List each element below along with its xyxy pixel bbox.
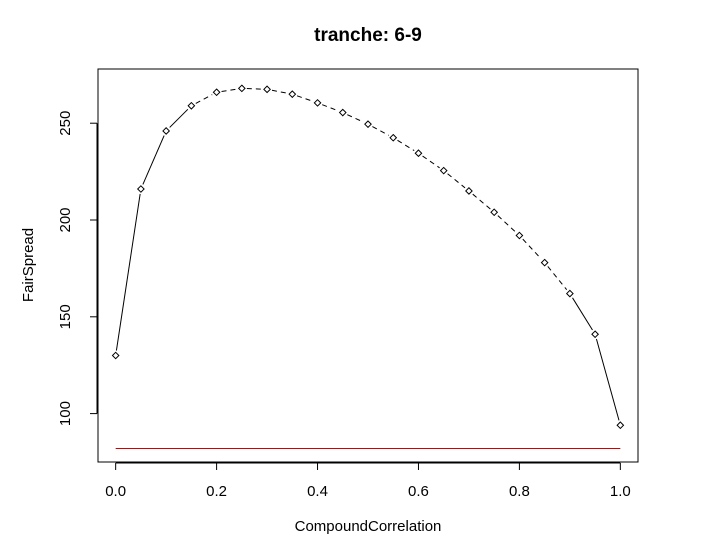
data-point bbox=[364, 120, 372, 129]
series-line-segment bbox=[221, 88, 237, 92]
series-line-segment bbox=[322, 104, 339, 112]
data-point bbox=[490, 208, 499, 217]
y-tick-label: 150 bbox=[57, 304, 74, 329]
x-tick-label: 0.8 bbox=[509, 483, 530, 500]
x-tick-label: 0.0 bbox=[105, 483, 126, 500]
series-line-segment bbox=[271, 89, 288, 94]
data-point bbox=[465, 187, 473, 195]
series-line-segment bbox=[497, 215, 517, 233]
series-line-segment bbox=[422, 155, 440, 169]
y-tick-label: 100 bbox=[57, 401, 74, 426]
series-line-segment bbox=[372, 126, 390, 136]
series-line-segment bbox=[595, 338, 620, 421]
y-tick-label: 250 bbox=[57, 111, 74, 136]
series-line-segment bbox=[397, 139, 415, 152]
y-tick-label: 200 bbox=[57, 207, 74, 232]
data-point bbox=[389, 133, 398, 142]
series-line-segment bbox=[522, 238, 542, 260]
data-point bbox=[263, 85, 271, 94]
series-line-segment bbox=[115, 193, 141, 351]
data-point bbox=[237, 84, 246, 93]
chart-title: tranche: 6-9 bbox=[314, 25, 422, 46]
series-line-segment bbox=[296, 95, 313, 102]
series-points-layer bbox=[111, 84, 625, 430]
data-point bbox=[515, 231, 524, 240]
series-line-segment bbox=[447, 173, 466, 189]
series-line-segment bbox=[169, 108, 189, 128]
x-tick-label: 0.6 bbox=[408, 483, 429, 500]
data-point bbox=[187, 101, 196, 110]
series-line-segment bbox=[246, 88, 263, 90]
x-tick-label: 0.2 bbox=[206, 483, 227, 500]
y-axis: 100 150 200 250 bbox=[57, 111, 98, 426]
data-point bbox=[313, 98, 322, 107]
data-point bbox=[338, 108, 347, 117]
data-point bbox=[565, 289, 574, 298]
x-axis-label: CompoundCorrelation bbox=[295, 518, 442, 535]
series-line-segment bbox=[547, 266, 568, 291]
data-point bbox=[591, 330, 600, 339]
series-line-segment bbox=[142, 135, 165, 185]
data-point bbox=[212, 88, 221, 97]
data-point bbox=[540, 258, 549, 267]
plot-frame bbox=[97, 68, 639, 463]
series-line-layer bbox=[115, 88, 620, 421]
data-point bbox=[616, 421, 625, 430]
x-tick-label: 1.0 bbox=[610, 483, 631, 500]
data-point bbox=[288, 90, 297, 99]
y-axis-label: FairSpread bbox=[20, 228, 37, 302]
data-point bbox=[414, 149, 423, 158]
x-axis: 0.0 0.2 0.4 0.6 0.8 1.0 bbox=[105, 462, 631, 500]
x-tick-label: 0.4 bbox=[307, 483, 328, 500]
series-line-segment bbox=[472, 193, 491, 210]
series-line-segment bbox=[347, 114, 364, 123]
series-line-segment bbox=[572, 297, 593, 331]
data-point bbox=[136, 185, 145, 193]
data-point bbox=[162, 127, 171, 135]
data-point bbox=[111, 351, 120, 360]
series-line-segment bbox=[195, 94, 213, 104]
data-point bbox=[439, 166, 448, 175]
